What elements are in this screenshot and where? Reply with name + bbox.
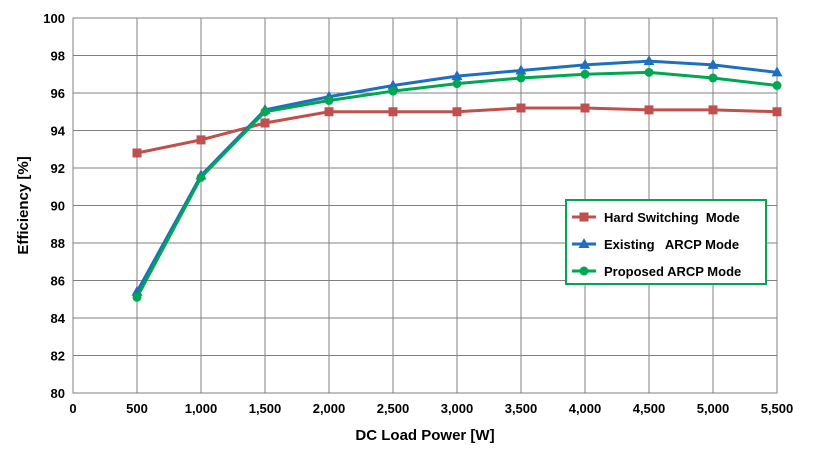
x-tick-label: 0	[69, 401, 76, 416]
data-point	[452, 107, 462, 117]
x-axis-title: DC Load Power [W]	[355, 427, 494, 444]
data-point	[643, 55, 655, 66]
data-point	[324, 107, 334, 117]
x-tick-label: 2,500	[377, 401, 410, 416]
data-point	[388, 86, 398, 96]
data-point	[580, 69, 590, 79]
legend-item: Proposed ARCP Mode	[572, 264, 741, 279]
data-point	[452, 79, 462, 89]
x-tick-label: 3,000	[441, 401, 474, 416]
legend-label: Existing ARCP Mode	[604, 237, 739, 252]
x-tick-label: 5,500	[761, 401, 794, 416]
legend-swatch-marker	[579, 212, 589, 222]
legend-box	[565, 199, 767, 285]
data-point	[260, 118, 270, 128]
series-3	[132, 67, 782, 302]
data-point	[644, 105, 654, 115]
y-axis-tick-labels: 80 82 84 86 88 90 92 94 96 98 100	[43, 11, 65, 401]
y-tick-label: 86	[51, 274, 65, 289]
legend-label: Hard Switching Mode	[604, 210, 740, 225]
x-tick-label: 1,500	[249, 401, 282, 416]
series-1	[132, 103, 782, 158]
y-tick-label: 94	[51, 124, 66, 139]
data-point	[387, 79, 399, 90]
legend-swatch-marker	[578, 238, 590, 248]
data-point	[451, 70, 463, 81]
x-tick-label: 1,000	[185, 401, 218, 416]
y-tick-label: 80	[51, 386, 65, 401]
data-point	[196, 135, 206, 145]
data-point	[580, 103, 590, 113]
legend-item: Existing ARCP Mode	[572, 237, 739, 252]
data-point	[516, 73, 526, 83]
data-point	[132, 292, 142, 302]
legend-label: Proposed ARCP Mode	[604, 264, 741, 279]
data-point	[708, 105, 718, 115]
x-axis-tick-labels: 0 500 1,000 1,500 2,000 2,500 3,000 3,500 4,000 4…	[69, 401, 793, 416]
y-tick-label: 96	[51, 86, 65, 101]
data-point	[708, 73, 718, 83]
y-tick-label: 90	[51, 199, 65, 214]
data-point	[644, 67, 654, 77]
data-point	[516, 103, 526, 113]
y-axis-title: Efficiency [%]	[15, 156, 32, 254]
y-tick-label: 84	[51, 311, 66, 326]
data-point	[707, 58, 719, 69]
data-point	[515, 64, 527, 75]
y-tick-label: 92	[51, 161, 65, 176]
y-tick-label: 88	[51, 236, 65, 251]
x-tick-label: 5,000	[697, 401, 730, 416]
data-point	[772, 107, 782, 117]
data-point	[771, 66, 783, 77]
x-tick-label: 3,500	[505, 401, 538, 416]
data-point	[772, 81, 782, 90]
x-tick-label: 500	[126, 401, 148, 416]
legend-item: Hard Switching Mode	[572, 210, 740, 225]
x-tick-label: 4,500	[633, 401, 666, 416]
y-tick-label: 82	[51, 349, 65, 364]
legend-swatch-marker	[579, 266, 589, 276]
x-tick-label: 2,000	[313, 401, 346, 416]
data-point	[196, 172, 206, 182]
plot-area	[72, 17, 778, 394]
y-tick-label: 98	[51, 49, 65, 64]
data-point	[579, 58, 591, 69]
data-point	[132, 148, 142, 158]
data-point	[388, 107, 398, 117]
data-point	[324, 96, 334, 105]
y-tick-label: 100	[43, 11, 65, 26]
x-tick-label: 4,000	[569, 401, 602, 416]
series-group	[131, 55, 783, 302]
legend: Hard Switching Mode Existing ARCP Mode Pro…	[565, 199, 767, 285]
data-point	[260, 107, 270, 117]
